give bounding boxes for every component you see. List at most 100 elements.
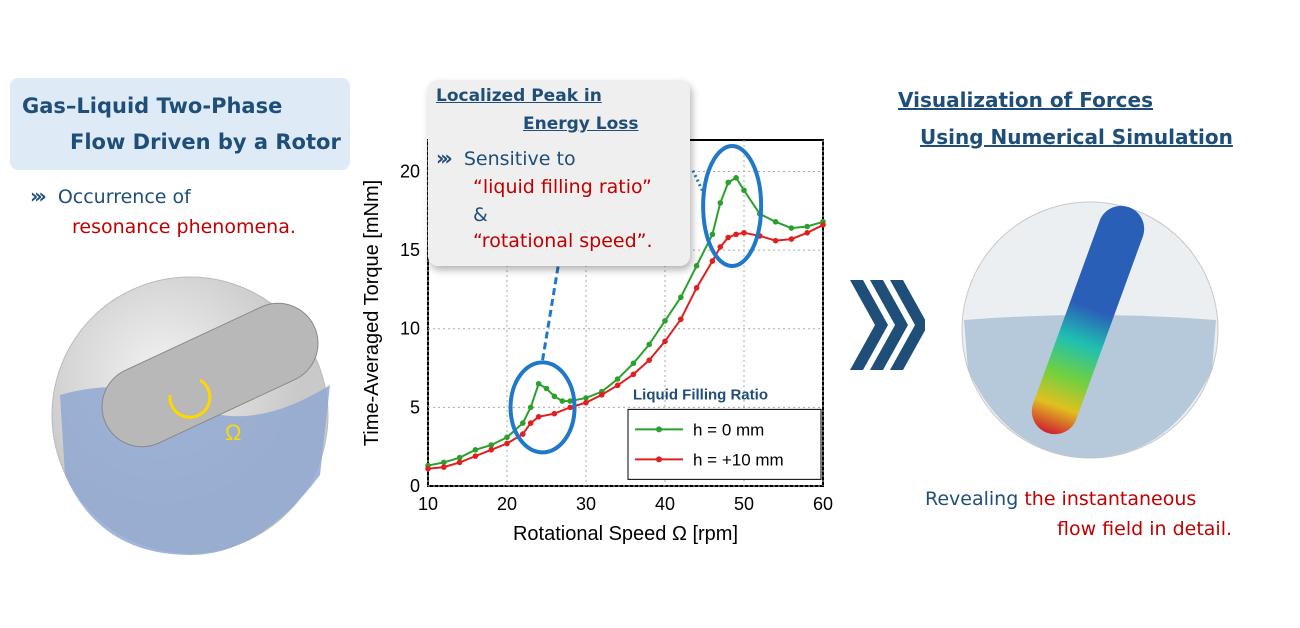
data-point-1 bbox=[725, 234, 731, 241]
x-axis-label: Rotational Speed Ω [rpm] bbox=[513, 523, 738, 545]
chevrons-icon: ››› bbox=[436, 146, 453, 170]
x-tick-label: 50 bbox=[734, 494, 754, 514]
y-axis-label: Time-Averaged Torque [mNm] bbox=[361, 180, 383, 446]
left-title-line1: Gas–Liquid Two-Phase bbox=[22, 94, 283, 118]
y-tick-label: 10 bbox=[400, 319, 420, 339]
data-point-1 bbox=[820, 222, 826, 228]
data-point-0 bbox=[488, 442, 494, 448]
data-point-0 bbox=[772, 218, 779, 225]
data-point-0 bbox=[520, 420, 526, 426]
data-point-0 bbox=[527, 404, 534, 411]
callout-line2: “liquid filling ratio” bbox=[473, 176, 652, 198]
data-point-1 bbox=[788, 236, 795, 242]
data-point-0 bbox=[725, 179, 731, 186]
data-point-1 bbox=[551, 410, 558, 417]
data-point-1 bbox=[472, 453, 479, 459]
x-tick-label: 60 bbox=[813, 494, 833, 514]
data-point-1 bbox=[709, 258, 716, 264]
data-point-1 bbox=[527, 420, 534, 426]
data-point-1 bbox=[614, 382, 621, 389]
y-tick-label: 0 bbox=[410, 476, 420, 496]
legend-marker bbox=[656, 456, 662, 463]
callout-box: Localized Peak in Energy Loss ››› Sensit… bbox=[428, 80, 690, 266]
data-point-1 bbox=[733, 231, 739, 238]
data-point-0 bbox=[693, 263, 700, 269]
callout-title-line1: Localized Peak in bbox=[436, 86, 602, 106]
data-point-1 bbox=[583, 399, 589, 406]
data-point-0 bbox=[567, 398, 573, 404]
data-point-0 bbox=[504, 434, 510, 441]
data-point-0 bbox=[543, 385, 550, 392]
legend-box bbox=[627, 408, 822, 480]
data-point-0 bbox=[788, 225, 795, 231]
data-point-0 bbox=[614, 376, 621, 382]
data-point-0 bbox=[583, 395, 589, 401]
data-point-0 bbox=[733, 174, 739, 181]
data-point-1 bbox=[757, 233, 763, 239]
data-point-1 bbox=[741, 229, 747, 236]
data-point-0 bbox=[662, 318, 668, 324]
y-tick-label: 15 bbox=[400, 240, 420, 260]
highlight-ellipse-low bbox=[508, 360, 577, 455]
callout-line1: Sensitive to bbox=[463, 148, 576, 170]
callout-title-line2: Energy Loss bbox=[523, 114, 639, 134]
y-tick-label: 5 bbox=[410, 397, 420, 417]
data-point-0 bbox=[630, 360, 637, 367]
data-point-0 bbox=[551, 393, 558, 400]
callout-line4: “rotational speed”. bbox=[473, 230, 653, 252]
x-tick-label: 10 bbox=[418, 494, 438, 514]
right-caption-line2: flow field in detail. bbox=[1057, 518, 1233, 540]
left-title-line2: Flow Driven by a Rotor bbox=[70, 130, 341, 154]
big-chevrons-icon bbox=[850, 280, 925, 370]
data-point-0 bbox=[535, 380, 542, 387]
data-point-1 bbox=[425, 465, 431, 472]
data-point-1 bbox=[646, 357, 652, 363]
data-point-0 bbox=[646, 341, 652, 348]
data-point-0 bbox=[441, 459, 447, 466]
data-point-1 bbox=[717, 244, 724, 250]
highlight-ellipse-high bbox=[701, 144, 764, 269]
data-point-1 bbox=[772, 237, 779, 244]
data-point-0 bbox=[804, 223, 810, 230]
data-point-1 bbox=[488, 447, 494, 453]
data-point-0 bbox=[425, 462, 431, 469]
data-point-1 bbox=[441, 464, 447, 470]
data-point-1 bbox=[567, 404, 573, 411]
data-point-1 bbox=[504, 440, 510, 447]
data-point-1 bbox=[662, 338, 668, 345]
simulation-illustration bbox=[961, 201, 1219, 459]
legend-title: Liquid Filling Ratio bbox=[633, 387, 768, 404]
x-tick-label: 40 bbox=[655, 494, 675, 514]
data-point-1 bbox=[630, 371, 637, 378]
legend-label: h = +10 mm bbox=[693, 450, 784, 469]
data-point-0 bbox=[757, 211, 763, 217]
omega-label: Ω bbox=[225, 420, 241, 445]
legend-label: h = 0 mm bbox=[693, 420, 764, 439]
rotation-arrow-icon bbox=[168, 378, 212, 419]
data-point-1 bbox=[535, 414, 542, 420]
data-point-0 bbox=[559, 398, 566, 404]
data-point-1 bbox=[520, 431, 526, 437]
right-title-line2: Using Numerical Simulation bbox=[920, 125, 1233, 149]
legend-marker bbox=[656, 426, 662, 433]
data-point-0 bbox=[678, 294, 684, 301]
data-point-0 bbox=[820, 218, 826, 225]
data-point-1 bbox=[678, 316, 684, 323]
data-point-1 bbox=[599, 391, 605, 398]
chevrons-icon: ››› bbox=[30, 184, 47, 208]
data-point-1 bbox=[456, 459, 463, 466]
left-bullet-line1: Occurrence of bbox=[57, 186, 191, 208]
rotor-illustration: Ω bbox=[51, 276, 330, 555]
x-tick-label: 30 bbox=[576, 494, 596, 514]
data-point-1 bbox=[693, 285, 700, 291]
callout-line3: & bbox=[473, 204, 488, 226]
left-bullet-line2: resonance phenomena. bbox=[72, 216, 296, 238]
data-point-0 bbox=[472, 447, 479, 453]
data-point-0 bbox=[456, 454, 463, 461]
data-point-1 bbox=[804, 229, 810, 236]
right-caption-line1: Revealing the instantaneous bbox=[925, 488, 1196, 510]
left-bullet: ››› Occurrence of bbox=[30, 184, 191, 208]
callout-connector bbox=[691, 169, 706, 196]
right-title-line1: Visualization of Forces bbox=[898, 88, 1154, 112]
caption-red1: the instantaneous bbox=[1024, 488, 1197, 510]
